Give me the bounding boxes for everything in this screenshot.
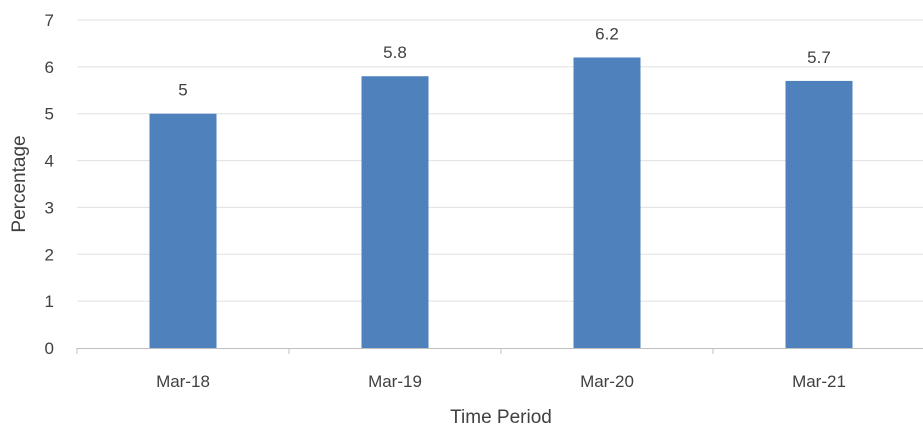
data-label: 5.8 [383, 43, 407, 62]
y-tick-label: 7 [45, 11, 54, 30]
x-axis [76, 348, 923, 354]
y-axis-tick-labels: 0 1 2 3 4 5 6 7 [45, 11, 54, 358]
y-axis-title: Percentage [9, 135, 30, 232]
data-labels: 5 5.8 6.2 5.7 [178, 24, 831, 99]
bar-mar-19 [361, 76, 429, 348]
x-axis-title: Time Period [450, 407, 552, 428]
y-tick-label: 1 [45, 292, 54, 311]
y-tick-label: 2 [45, 245, 54, 264]
bar-mar-20 [573, 57, 641, 348]
x-tick-label: Mar-21 [792, 372, 846, 391]
bar-mar-18 [149, 113, 217, 348]
y-tick-label: 5 [45, 105, 54, 124]
bars [149, 57, 853, 349]
x-tick-label: Mar-20 [580, 372, 634, 391]
y-tick-label: 3 [45, 198, 54, 217]
x-axis-tick-labels: Mar-18 Mar-19 Mar-20 Mar-21 [156, 372, 846, 391]
y-tick-label: 6 [45, 58, 54, 77]
gridlines [77, 19, 923, 302]
y-tick-label: 4 [45, 152, 54, 171]
y-tick-label: 0 [45, 339, 54, 358]
x-tick-label: Mar-18 [156, 372, 210, 391]
data-label: 6.2 [595, 24, 619, 43]
x-tick-label: Mar-19 [368, 372, 422, 391]
data-label: 5 [178, 81, 187, 100]
bar-mar-21 [785, 80, 853, 349]
data-label: 5.7 [807, 48, 831, 67]
